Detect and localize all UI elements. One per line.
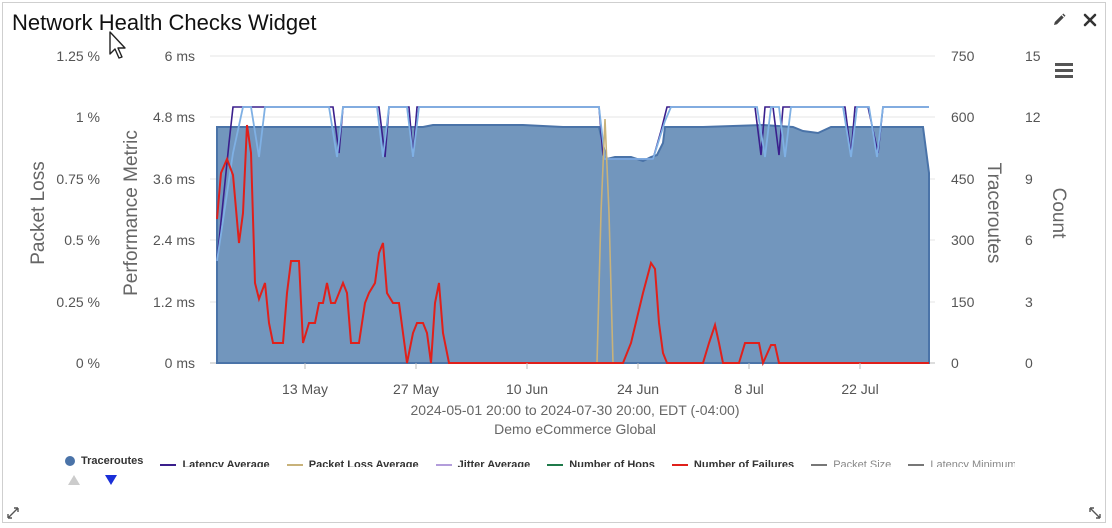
- legend-item-traceroutes[interactable]: Traceroutes: [65, 455, 143, 467]
- x-tick-label: 8 Jul: [734, 381, 764, 397]
- traceroutes-tick: 0: [951, 355, 959, 371]
- performance-tick: 3.6 ms: [152, 171, 195, 187]
- legend-line-icon: [811, 464, 828, 466]
- network-health-widget: Network Health Checks Widget Packet Loss…: [2, 2, 1106, 523]
- legend-label: Packet Loss Average: [308, 459, 419, 467]
- legend-label: Number of Hops: [569, 459, 655, 467]
- packet-loss-tick: 0.5 %: [64, 232, 100, 248]
- legend-line-icon: [908, 464, 925, 466]
- legend-label: Packet Size: [833, 459, 892, 467]
- resize-handle-right-icon[interactable]: [1089, 506, 1101, 522]
- triangle-down-icon[interactable]: [104, 473, 118, 491]
- traceroutes-tick: 450: [951, 171, 975, 187]
- count-tick: 0: [1025, 355, 1033, 371]
- legend-item-jitter-average[interactable]: Jitter Average: [435, 459, 531, 467]
- legend-label: Latency Minimum: [930, 459, 1015, 467]
- packet-loss-tick: 0 %: [75, 355, 100, 371]
- packet-loss-tick: 1.25 %: [56, 48, 100, 64]
- mouse-cursor-icon: [109, 31, 126, 59]
- legend-item-latency-average[interactable]: Latency Average: [160, 459, 270, 467]
- legend-label: Latency Average: [182, 459, 270, 467]
- performance-tick: 6 ms: [164, 48, 195, 64]
- traceroutes-tick: 600: [951, 109, 975, 125]
- resize-handle-left-icon[interactable]: [7, 506, 19, 522]
- packet-loss-tick: 1 %: [75, 109, 100, 125]
- chart-legend: Traceroutes Latency Average Packet Loss …: [65, 455, 1015, 467]
- triangle-up-icon[interactable]: [67, 473, 81, 491]
- packet-loss-tick: 0.25 %: [56, 294, 100, 310]
- legend-label: Jitter Average: [457, 459, 531, 467]
- x-tick-label: 24 Jun: [616, 381, 660, 397]
- legend-item-number-of-hops[interactable]: Number of Hops: [547, 459, 655, 467]
- source-caption: Demo eCommerce Global: [494, 421, 656, 437]
- pencil-icon[interactable]: [1048, 9, 1070, 31]
- legend-line-icon: [547, 464, 564, 466]
- legend-label: Traceroutes: [81, 455, 144, 467]
- count-tick: 6: [1025, 232, 1033, 248]
- legend-item-latency-minimum[interactable]: Latency Minimum: [908, 459, 1015, 467]
- legend-line-icon: [671, 464, 688, 466]
- legend-dot-icon: [65, 456, 75, 466]
- legend-label: Number of Failures: [693, 459, 795, 467]
- traceroutes-tick: 750: [951, 48, 975, 64]
- x-tick-label: 10 Jun: [505, 381, 549, 397]
- hamburger-menu-icon[interactable]: [1055, 63, 1073, 79]
- performance-tick: 1.2 ms: [152, 294, 195, 310]
- x-tick-label: 27 May: [393, 381, 439, 397]
- count-tick: 9: [1025, 171, 1033, 187]
- series-packet-loss-average[interactable]: [596, 118, 614, 364]
- date-range-caption: 2024-05-01 20:00 to 2024-07-30 20:00, ED…: [410, 402, 740, 418]
- count-tick: 3: [1025, 294, 1033, 310]
- packet-loss-tick: 0.75 %: [56, 171, 100, 187]
- count-tick: 12: [1025, 109, 1041, 125]
- legend-item-number-of-failures[interactable]: Number of Failures: [671, 459, 795, 467]
- legend-item-packet-size[interactable]: Packet Size: [811, 459, 891, 467]
- legend-line-icon: [160, 464, 177, 466]
- performance-tick: 4.8 ms: [152, 109, 195, 125]
- count-tick: 15: [1025, 48, 1041, 64]
- traceroutes-tick: 300: [951, 232, 975, 248]
- chart-plot-area: [210, 55, 935, 369]
- x-tick-label: 22 Jul: [841, 381, 879, 397]
- close-icon[interactable]: [1079, 9, 1101, 31]
- widget-title: Network Health Checks Widget: [12, 10, 317, 35]
- series-number-of-failures[interactable]: [216, 124, 929, 367]
- x-axis-ticks: [304, 363, 861, 369]
- x-tick-label: 13 May: [282, 381, 328, 397]
- series-jitter-average[interactable]: [216, 106, 929, 262]
- traceroutes-tick: 150: [951, 294, 975, 310]
- traceroutes-area[interactable]: [216, 123, 930, 364]
- legend-line-icon: [286, 464, 303, 466]
- legend-item-packet-loss-average[interactable]: Packet Loss Average: [286, 459, 419, 467]
- legend-line-icon: [435, 464, 452, 466]
- performance-tick: 2.4 ms: [152, 232, 195, 248]
- performance-tick: 0 ms: [164, 355, 195, 371]
